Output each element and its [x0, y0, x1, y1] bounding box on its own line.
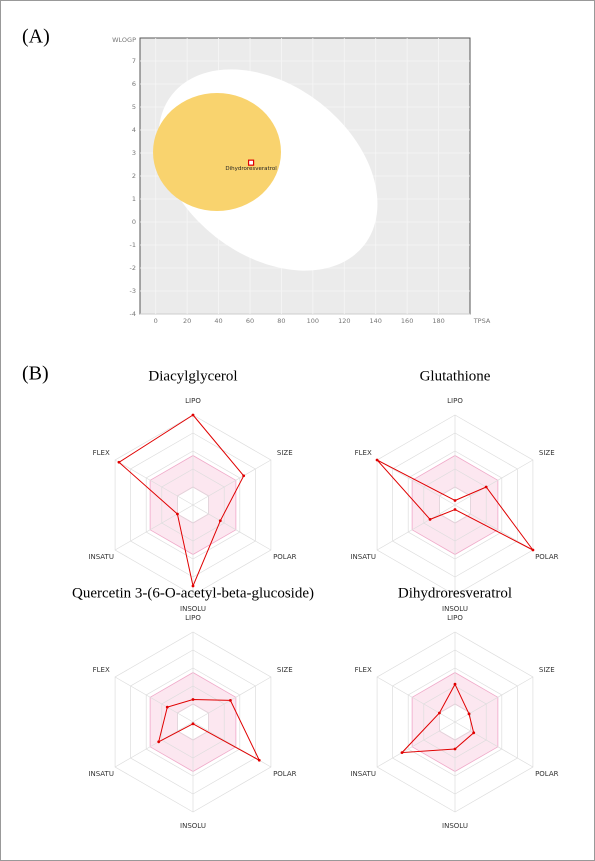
radar-point [453, 682, 457, 686]
x-tick-label: 0 [154, 317, 158, 325]
x-tick-label: 120 [338, 317, 350, 325]
axis-label: POLAR [273, 770, 297, 778]
radar-title: Quercetin 3-(6-O-acetyl-beta-glucoside) [72, 585, 314, 601]
radar-point [165, 705, 169, 709]
radar-point [453, 747, 457, 751]
radar-point [257, 758, 261, 762]
axis-label: INSOLU [180, 605, 206, 613]
radar-axis [454, 721, 534, 768]
radar-point [191, 413, 195, 417]
axis-label: INSATU [88, 553, 114, 561]
x-tick-label: 140 [370, 317, 382, 325]
radar-point [472, 731, 476, 735]
radar-point [428, 518, 432, 521]
axis-label: INSOLU [442, 605, 468, 613]
axis-label: POLAR [273, 553, 297, 561]
axis-label: FLEX [355, 449, 372, 457]
x-tick-label: 60 [246, 317, 254, 325]
radar-title: Glutathione [420, 368, 491, 384]
axis-label: FLEX [93, 449, 110, 457]
radar-point [453, 508, 457, 511]
y-tick-label: 2 [132, 172, 136, 180]
axis-label: SIZE [277, 666, 293, 674]
y-tick-label: 7 [132, 57, 136, 65]
x-tick-label: 160 [401, 317, 413, 325]
egg-yolk [153, 93, 281, 211]
radar-point [531, 548, 535, 552]
x-tick-label: 100 [307, 317, 319, 325]
axis-label: LIPO [185, 397, 201, 405]
radar-point [157, 740, 161, 744]
axis-label: SIZE [539, 666, 555, 674]
y-tick-label: 0 [132, 218, 136, 226]
axis-label: INSOLU [442, 822, 468, 830]
y-tick-label: -4 [130, 310, 136, 318]
x-tick-label: 20 [183, 317, 191, 325]
radar-point [400, 751, 404, 754]
x-tick-label: 180 [432, 317, 444, 325]
radar-axis [114, 459, 194, 506]
radar-axis [114, 676, 194, 723]
radar-axis [376, 504, 456, 551]
panel-label: (A) [22, 26, 50, 48]
radar-axis [192, 676, 272, 723]
y-tick-label: 6 [132, 80, 136, 88]
axis-label: POLAR [535, 770, 559, 778]
radar-axis [376, 676, 456, 723]
axis-label: POLAR [535, 553, 559, 561]
radar-point [191, 584, 195, 588]
panel-label: (B) [22, 363, 49, 385]
y-tick-label: -1 [130, 241, 136, 249]
radar-point [438, 711, 441, 715]
axis-label: FLEX [355, 666, 372, 674]
x-tick-label: 80 [277, 317, 285, 325]
axis-label: INSATU [350, 553, 376, 561]
y-tick-label: 1 [132, 195, 136, 203]
radar-point [375, 458, 379, 462]
radar-axis [454, 459, 534, 506]
radar-axis [376, 459, 456, 506]
radar-axis [192, 459, 272, 506]
axis-label: INSOLU [180, 822, 206, 830]
y-tick-label: -2 [130, 264, 136, 272]
axis-label: FLEX [93, 666, 110, 674]
point-label: Dihydroresveratrol [225, 166, 277, 172]
radar-point [484, 485, 488, 489]
y-tick-label: 4 [132, 126, 136, 134]
x-tick-label: 40 [214, 317, 222, 325]
axis-label: SIZE [539, 449, 555, 457]
axis-label: INSATU [88, 770, 114, 778]
axis-label: LIPO [185, 614, 201, 622]
radar-axis [192, 504, 272, 551]
radar-point [191, 698, 195, 701]
axis-label: LIPO [447, 614, 463, 622]
radar-point [467, 712, 471, 716]
axis-label: SIZE [277, 449, 293, 457]
axis-label: INSATU [350, 770, 376, 778]
radar-point [218, 519, 222, 523]
radar-point [453, 499, 457, 502]
radar-axis [454, 504, 534, 551]
y-axis-label: WLOGP [112, 36, 136, 44]
radar-title: Dihydroresveratrol [398, 585, 512, 601]
radar-axis [114, 504, 194, 551]
radar-axis [114, 721, 194, 768]
radar-point [242, 474, 246, 478]
y-tick-label: 5 [132, 103, 136, 111]
radar-point [191, 722, 195, 726]
x-axis-label: TPSA [473, 317, 491, 325]
radar-title: Diacylglycerol [148, 368, 237, 384]
radar-point [229, 699, 232, 702]
radar-axis [376, 721, 456, 768]
y-tick-label: 3 [132, 149, 136, 157]
radar-point [176, 512, 179, 516]
y-tick-label: -3 [130, 287, 136, 295]
data-point [247, 159, 255, 166]
radar-point [117, 460, 121, 464]
axis-label: LIPO [447, 397, 463, 405]
